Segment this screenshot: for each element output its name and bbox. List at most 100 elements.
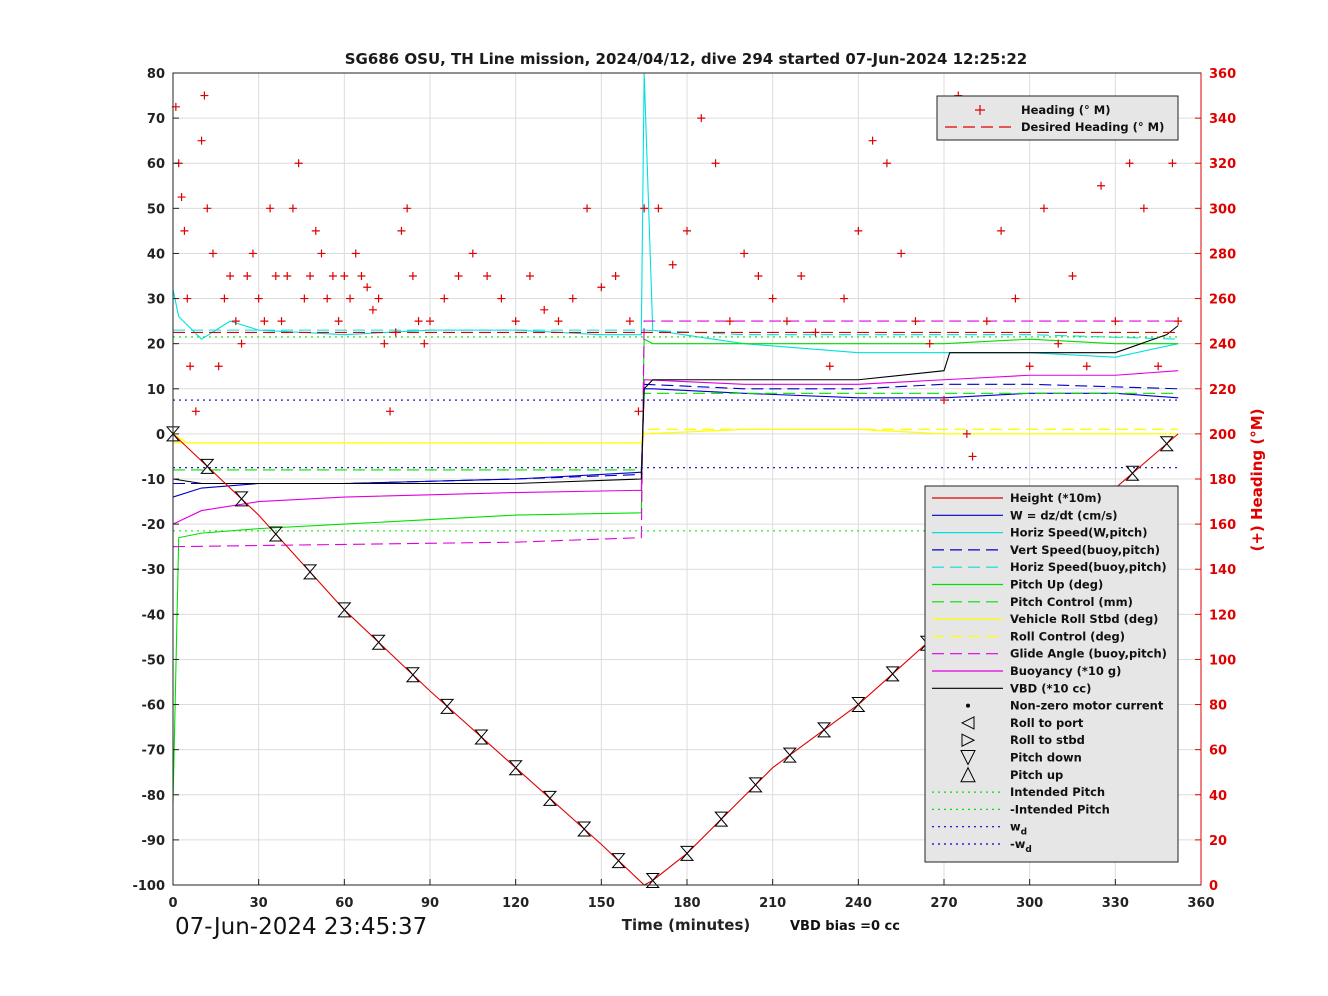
heading-point bbox=[254, 294, 263, 303]
heading-point bbox=[768, 294, 777, 303]
pitch-marker bbox=[234, 491, 249, 507]
heading-point bbox=[203, 204, 212, 213]
x-tick-label: 240 bbox=[845, 896, 872, 911]
legend-label: Roll Control (deg) bbox=[1010, 629, 1125, 643]
pitch-marker bbox=[405, 667, 420, 683]
heading-point bbox=[277, 317, 286, 326]
heading-point bbox=[868, 136, 877, 145]
right-tick-label: 140 bbox=[1209, 563, 1236, 578]
pitch-marker bbox=[577, 821, 592, 837]
pitch-marker bbox=[645, 872, 660, 888]
vbd-bias: VBD bias =0 cc bbox=[790, 919, 900, 934]
y-tick-label: 30 bbox=[147, 293, 165, 308]
heading-point bbox=[300, 294, 309, 303]
heading-point bbox=[1025, 362, 1034, 371]
right-tick-label: 360 bbox=[1209, 67, 1236, 82]
pitch-marker bbox=[302, 564, 318, 580]
right-axis-label: (+) Heading (°M) bbox=[1248, 408, 1266, 551]
heading-point bbox=[468, 249, 477, 258]
legend-label: Horiz Speed(buoy,pitch) bbox=[1010, 560, 1167, 574]
x-tick-label: 0 bbox=[168, 896, 177, 911]
x-tick-label: 180 bbox=[673, 896, 700, 911]
heading-point bbox=[177, 193, 186, 202]
heading-point bbox=[294, 159, 303, 168]
legend-label: Pitch up bbox=[1010, 768, 1063, 782]
heading-point bbox=[311, 226, 320, 235]
heading-point bbox=[323, 294, 332, 303]
right-tick-label: 200 bbox=[1209, 428, 1236, 443]
heading-point bbox=[497, 294, 506, 303]
y-tick-label: -10 bbox=[142, 473, 166, 488]
y-tick-label: -100 bbox=[132, 879, 165, 894]
heading-point bbox=[1139, 204, 1148, 213]
timestamp: 07-Jun-2024 23:45:37 bbox=[175, 914, 427, 940]
heading-point bbox=[231, 317, 240, 326]
y-tick-label: -60 bbox=[142, 699, 166, 714]
heading-point bbox=[374, 294, 383, 303]
series-horiz-speed-buoy-pitch- bbox=[173, 329, 1179, 340]
heading-point bbox=[426, 317, 434, 326]
heading-point bbox=[266, 204, 275, 213]
series-vert-speed-buoy-pitch- bbox=[173, 383, 1179, 485]
chart-title: SG686 OSU, TH Line mission, 2024/04/12, … bbox=[345, 50, 1028, 68]
heading-point bbox=[697, 114, 706, 123]
heading-point bbox=[782, 317, 791, 326]
heading-point bbox=[363, 283, 372, 292]
heading-point bbox=[237, 339, 246, 348]
pitch-marker bbox=[1159, 436, 1174, 452]
right-tick-label: 80 bbox=[1209, 699, 1227, 714]
pitch-marker bbox=[885, 666, 900, 682]
heading-point bbox=[248, 249, 257, 258]
pitch-marker bbox=[200, 458, 215, 474]
heading-point bbox=[825, 362, 834, 371]
heading-point bbox=[711, 159, 720, 168]
y-tick-label: 40 bbox=[147, 247, 165, 262]
right-tick-label: 100 bbox=[1209, 653, 1236, 668]
pitch-marker bbox=[611, 853, 626, 869]
heading-point bbox=[1174, 317, 1183, 326]
y-tick-label: -40 bbox=[142, 608, 166, 623]
legend-dot bbox=[966, 703, 970, 708]
heading-point bbox=[368, 305, 377, 314]
legend-label: Roll to port bbox=[1010, 716, 1084, 730]
heading-point bbox=[897, 249, 906, 258]
heading-point bbox=[1111, 317, 1120, 326]
heading-point bbox=[1097, 181, 1106, 190]
pitch-marker bbox=[1125, 465, 1140, 481]
y-tick-label: -80 bbox=[142, 789, 166, 804]
right-tick-label: 40 bbox=[1209, 789, 1227, 804]
heading-point bbox=[183, 294, 192, 303]
main-legend: Height (*10m) W = dz/dt (cm/s) Horiz Speed… bbox=[924, 485, 1179, 863]
x-tick-label: 360 bbox=[1187, 896, 1214, 911]
series-vehicle-roll-stbd-deg- bbox=[172, 428, 1179, 444]
heading-point bbox=[351, 249, 360, 258]
x-tick-label: 30 bbox=[250, 896, 268, 911]
heading-point bbox=[243, 272, 252, 280]
legend-label: Roll to stbd bbox=[1010, 733, 1085, 747]
y-tick-label: 10 bbox=[147, 383, 165, 398]
heading-point bbox=[408, 272, 417, 280]
heading-point bbox=[854, 226, 863, 235]
heading-point bbox=[1054, 339, 1063, 348]
legend-triangle bbox=[960, 766, 976, 783]
heading-point bbox=[668, 260, 677, 269]
pitch-marker bbox=[748, 777, 763, 793]
heading-point bbox=[911, 317, 920, 326]
legend-label: Height (*10m) bbox=[1010, 491, 1102, 505]
legend-label: Buoyancy (*10 g) bbox=[1010, 664, 1121, 678]
heading-point bbox=[197, 136, 206, 145]
heading-point bbox=[220, 294, 229, 303]
legend-box bbox=[924, 485, 1179, 863]
heading-point bbox=[288, 204, 297, 213]
legend-label: W = dz/dt (cm/s) bbox=[1010, 508, 1118, 522]
y-tick-label: 0 bbox=[156, 428, 165, 443]
pitch-marker bbox=[165, 426, 181, 442]
legend-label: Non-zero motor current bbox=[1010, 699, 1164, 713]
heading-point bbox=[1068, 272, 1077, 280]
legend-triangle bbox=[961, 733, 976, 748]
legend-label: Vehicle Roll Stbd (deg) bbox=[1010, 612, 1158, 626]
heading-point bbox=[414, 317, 423, 326]
heading-point bbox=[483, 272, 492, 280]
right-tick-label: 260 bbox=[1209, 293, 1236, 308]
pitch-marker bbox=[816, 722, 832, 738]
